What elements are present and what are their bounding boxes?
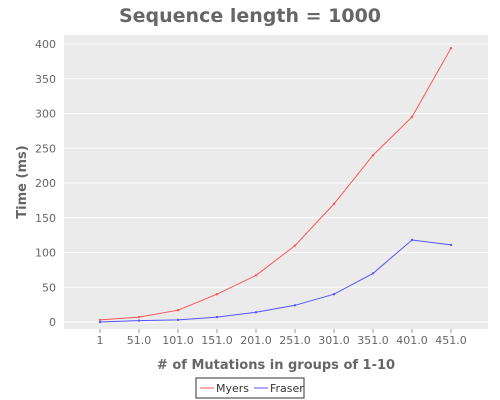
legend: Myers Fraser (195, 377, 305, 399)
grid-lines (64, 43, 488, 323)
x-tick-label: 51.0 (127, 334, 152, 347)
legend-box (195, 377, 305, 399)
x-tick-label: 451.0 (435, 334, 467, 347)
y-tick-label: 0 (49, 316, 56, 329)
data-point-fraser (137, 319, 141, 322)
data-point-fraser (215, 315, 219, 319)
x-tick-label: 201.0 (240, 334, 272, 347)
chart-title: Sequence length = 1000 (119, 5, 381, 27)
plot-area (64, 35, 488, 329)
y-tick-label: 350 (35, 73, 56, 86)
series-line-fraser (99, 239, 452, 323)
x-tick-label: 101.0 (162, 334, 194, 347)
data-point-myers (410, 115, 414, 119)
data-point-myers (332, 202, 336, 206)
x-axis-label: # of Mutations in groups of 1-10 (157, 358, 395, 373)
data-point-fraser (449, 243, 453, 247)
data-point-myers (254, 274, 258, 277)
y-tick-label: 50 (42, 281, 56, 294)
legend-label-fraser: Fraser (270, 382, 304, 395)
data-point-fraser (98, 320, 102, 324)
data-point-myers (215, 293, 219, 296)
y-tick-label: 300 (35, 108, 56, 121)
y-tick-label: 200 (35, 177, 56, 190)
y-tick-label: 400 (35, 38, 56, 51)
data-point-fraser (371, 272, 375, 275)
y-tick-label: 150 (35, 212, 56, 225)
data-point-myers (371, 154, 375, 157)
data-point-myers (98, 318, 102, 322)
x-tick-label: 1 (97, 334, 104, 347)
legend-label-myers: Myers (216, 382, 249, 395)
data-point-fraser (254, 311, 258, 314)
x-axis-ticks: 1 51.0 101.0 151.0 201.0 251.0 301.0 351.0 401.0… (97, 329, 467, 347)
series-line-myers (99, 47, 452, 321)
data-point-myers (137, 315, 141, 319)
data-point-fraser (176, 318, 180, 322)
data-point-myers (293, 244, 297, 247)
y-axis-label: Time (ms) (15, 145, 30, 218)
y-axis-ticks: 0 50 100 150 200 250 300 350 400 (35, 38, 56, 329)
data-point-myers (176, 309, 180, 312)
data-point-fraser (293, 304, 297, 307)
x-tick-label: 351.0 (357, 334, 389, 347)
data-point-myers (449, 47, 453, 50)
x-tick-label: 401.0 (396, 334, 428, 347)
data-point-fraser (410, 238, 414, 242)
x-tick-label: 151.0 (201, 334, 233, 347)
x-tick-label: 251.0 (279, 334, 311, 347)
y-tick-label: 100 (35, 247, 56, 260)
x-tick-label: 301.0 (318, 334, 350, 347)
data-point-fraser (332, 293, 336, 296)
y-tick-label: 250 (35, 142, 56, 155)
series-lines (98, 47, 453, 324)
